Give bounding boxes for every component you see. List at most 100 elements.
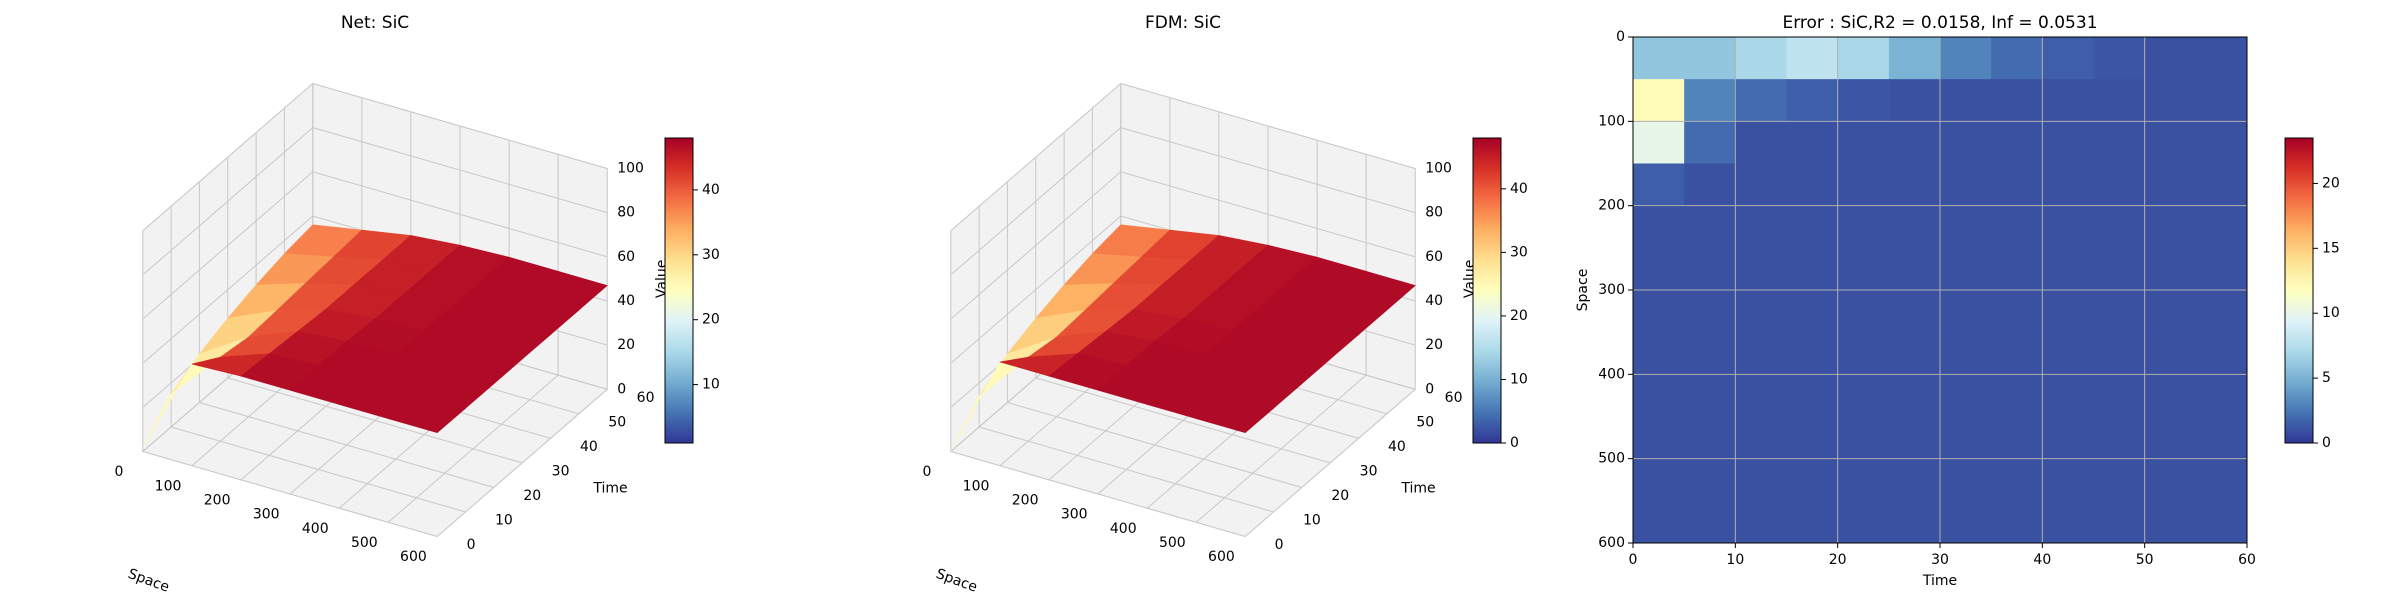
heatmap-cell xyxy=(1684,458,1736,502)
heatmap-cell xyxy=(1991,163,2043,207)
surface-patch xyxy=(387,393,467,434)
heatmap-cell xyxy=(2042,79,2094,122)
heatmap-cell xyxy=(1837,37,1890,80)
heatmap-cell xyxy=(1888,79,1941,122)
heatmap-cell xyxy=(1888,37,1941,80)
heatmap-cell xyxy=(1735,79,1787,122)
y-tick-label: 200 xyxy=(1598,198,1625,214)
heatmap-cell xyxy=(1684,163,1736,207)
y-tick-label: 10 xyxy=(495,512,513,528)
z-tick-label: 80 xyxy=(1425,205,1443,221)
y-tick-label: 0 xyxy=(1275,537,1284,553)
y-tick-label: 30 xyxy=(552,463,570,479)
heatmap-cell xyxy=(1837,79,1890,122)
heatmap-cell xyxy=(1786,205,1839,249)
colorbar xyxy=(664,137,694,444)
y-tick-label: 20 xyxy=(1331,488,1349,504)
colorbar-tick-label: 15 xyxy=(2322,240,2340,256)
heatmap-cell xyxy=(1991,247,2043,291)
heatmap-cell xyxy=(2144,247,2197,291)
heatmap-cell xyxy=(1837,247,1890,291)
x-tick-label: 500 xyxy=(351,535,378,551)
heatmap-cell xyxy=(1888,247,1941,291)
heatmap-cell xyxy=(1633,500,1685,544)
heatmap-cell xyxy=(2195,205,2248,249)
heatmap-cell xyxy=(1633,163,1685,207)
y-tick-label: 0 xyxy=(1616,29,1625,45)
heatmap-cell xyxy=(1633,79,1685,122)
colorbar-tick-label: 30 xyxy=(702,247,720,263)
heatmap-cell xyxy=(1837,205,1890,249)
heatmap-cell xyxy=(1940,290,1992,333)
x-tick-label: 200 xyxy=(1012,492,1039,508)
y-tick-label: 40 xyxy=(1388,439,1406,455)
x-tick-label: 0 xyxy=(1629,552,1638,568)
heatmap-cell xyxy=(1633,205,1685,249)
heatmap-cell xyxy=(1735,121,1787,164)
heatmap-cell xyxy=(1940,416,1992,460)
heatmap-cell xyxy=(2144,37,2197,80)
heatmap-cell xyxy=(2144,163,2197,207)
colorbar-tick-label: 40 xyxy=(702,182,720,198)
heatmap-cell xyxy=(2042,332,2094,375)
heatmap-cell xyxy=(1735,374,1787,417)
heatmap-cell xyxy=(1633,458,1685,502)
x-tick-label: 400 xyxy=(1110,521,1137,537)
heatmap-cell xyxy=(1684,416,1736,460)
heatmap-cell xyxy=(1940,79,1992,122)
heatmap-cell xyxy=(1888,121,1941,164)
z-tick-label: 100 xyxy=(617,160,644,176)
y-tick-label: 0 xyxy=(467,537,476,553)
heatmap-cell xyxy=(1991,79,2043,122)
heatmap-cell xyxy=(2093,374,2146,417)
x-tick-label: 500 xyxy=(1159,535,1186,551)
heatmap-cell xyxy=(1735,290,1787,333)
heatmap-cell xyxy=(1633,290,1685,333)
heatmap-cell xyxy=(1991,500,2043,544)
heatmap-cell xyxy=(2093,79,2146,122)
grid-line xyxy=(142,171,608,320)
axes-frame xyxy=(1632,36,2248,544)
heatmap-cell xyxy=(2144,79,2197,122)
x-tick-label: 100 xyxy=(963,478,990,494)
heatmap-cell xyxy=(2144,332,2197,375)
colorbar xyxy=(1472,137,1502,444)
heatmap-cell xyxy=(1684,500,1736,544)
colorbar-tick-label: 10 xyxy=(2322,305,2340,321)
heatmap-cell xyxy=(2042,500,2094,544)
grid-line xyxy=(950,82,1416,232)
heatmap-cell xyxy=(2093,290,2146,333)
heatmap-cell xyxy=(1991,458,2043,502)
x-tick-label: 20 xyxy=(1829,552,1847,568)
heatmap-cell xyxy=(1940,163,1992,207)
y-axis-label: Time xyxy=(592,480,627,496)
heatmap-cell xyxy=(1786,247,1839,291)
y-tick-label: 10 xyxy=(1303,512,1321,528)
heatmap-cell xyxy=(2195,416,2248,460)
heatmap-cell xyxy=(1786,332,1839,375)
y-tick-label: 100 xyxy=(1598,113,1625,129)
heatmap-cell xyxy=(2042,416,2094,460)
heatmap-cell xyxy=(1684,290,1736,333)
colorbar-tick-label: 20 xyxy=(2322,175,2340,191)
y-tick-label: 40 xyxy=(580,439,598,455)
surface-patch xyxy=(1195,393,1275,434)
x-tick-label: 30 xyxy=(1931,552,1949,568)
x-axis-label: Time xyxy=(1922,573,1957,589)
y-tick-label: 600 xyxy=(1598,535,1625,551)
heatmap-cell xyxy=(2144,416,2197,460)
heatmap-cell xyxy=(2195,500,2248,544)
heatmap-cell xyxy=(1786,458,1839,502)
heatmap-cell xyxy=(1786,163,1839,207)
heatmap-cell xyxy=(1940,247,1992,291)
colorbar-tick-label: 0 xyxy=(2322,435,2331,451)
colorbar-tick-label: 10 xyxy=(1510,371,1528,387)
heatmap-cell xyxy=(1837,416,1890,460)
grid-line xyxy=(142,82,608,232)
x-tick-label: 300 xyxy=(253,507,280,523)
grid-line xyxy=(950,171,1416,320)
heatmap-cell xyxy=(2093,121,2146,164)
heatmap-cell xyxy=(2093,247,2146,291)
heatmap-cell xyxy=(1940,121,1992,164)
heatmap-cell xyxy=(2195,374,2248,417)
